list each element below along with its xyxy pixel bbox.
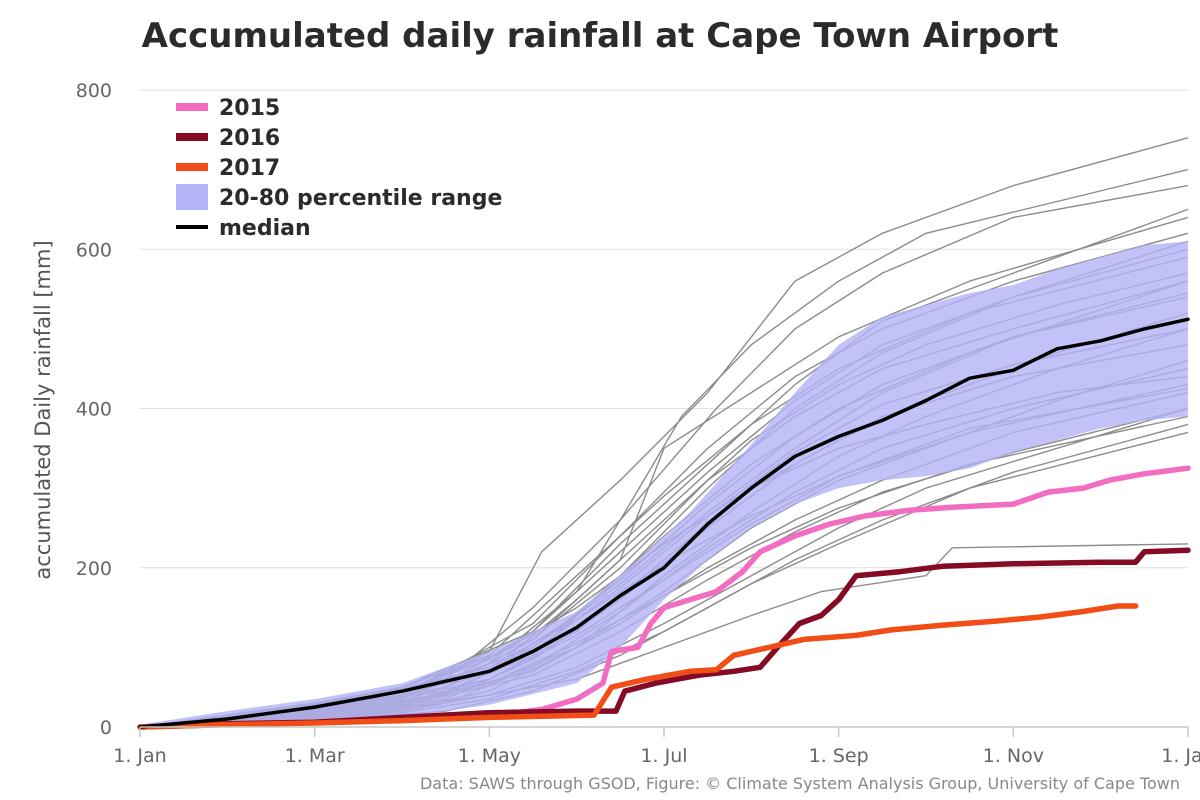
series-line-2016	[137, 547, 1191, 730]
y-tick-label-0: 0	[100, 717, 112, 739]
credit-text: Data: SAWS through GSOD, Figure: © Clima…	[420, 774, 1180, 793]
highlighted-series	[137, 317, 1191, 730]
x-tick-label-4: 1. Sep	[809, 745, 869, 767]
y-tick-label-200: 200	[76, 558, 112, 580]
x-tick-label-0: 1. Jan	[113, 745, 166, 767]
legend: 2015 2016 2017 20-80 percentile range median	[176, 96, 502, 241]
chart-title: Accumulated daily rainfall at Cape Town …	[142, 16, 1059, 56]
series-line-median	[138, 317, 1190, 729]
y-axis-label: accumulated Daily rainfall [mm]	[31, 240, 55, 579]
y-axis-ticks: 0 200 400 600 800	[76, 80, 112, 739]
legend-label-3: 20-80 percentile range	[219, 186, 502, 211]
x-tick-label-1: 1. Mar	[285, 745, 345, 767]
y-tick-label-600: 600	[76, 239, 112, 261]
x-tick-label-2: 1. May	[458, 745, 521, 767]
legend-label-4: median	[219, 216, 311, 241]
y-tick-label-400: 400	[76, 399, 112, 421]
percentile-band	[140, 241, 1188, 728]
x-tick-label-5: 1. Nov	[983, 745, 1044, 767]
legend-label-0: 2015	[219, 96, 280, 121]
x-axis-ticks: 1. Jan 1. Mar 1. May 1. Jul 1. Sep 1. Nov 1. J…	[113, 727, 1200, 767]
legend-label-1: 2016	[219, 126, 280, 151]
x-tick-label-3: 1. Jul	[640, 745, 687, 767]
legend-label-2: 2017	[219, 156, 280, 181]
series-line-2017	[137, 603, 1139, 730]
y-tick-label-800: 800	[76, 80, 112, 102]
x-tick-label-6: 1. Jan	[1161, 745, 1200, 767]
legend-swatch-percentile	[176, 184, 208, 210]
